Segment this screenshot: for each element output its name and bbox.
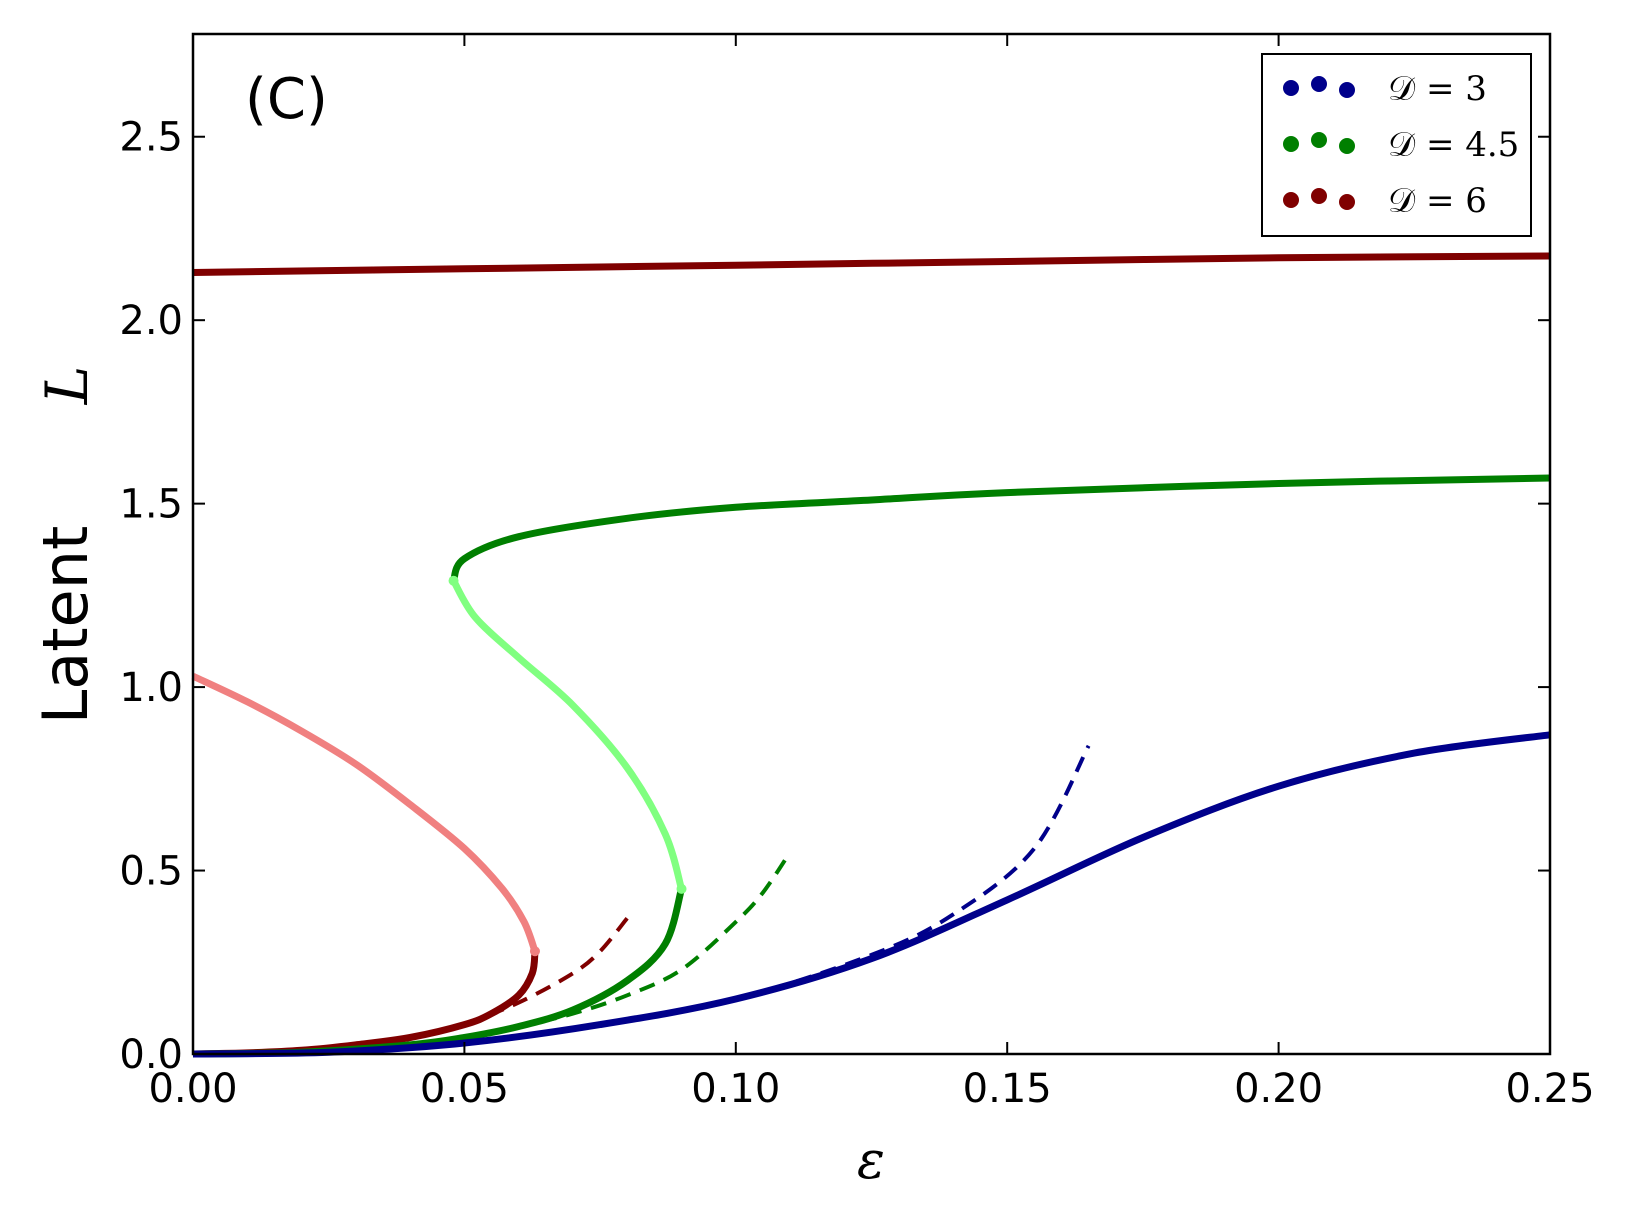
legend-entry-2: 𝒟 = 4.5 bbox=[1283, 125, 1519, 165]
x-axis-ticks: 0.00 0.05 0.10 0.15 0.20 0.25 bbox=[148, 34, 1595, 1112]
y-tick-label: 2.5 bbox=[119, 115, 183, 161]
series-layer bbox=[191, 252, 1551, 1058]
legend-label: 𝒟 = 4.5 bbox=[1388, 125, 1519, 165]
legend-marker bbox=[1339, 82, 1355, 98]
y-tick-label: 2.0 bbox=[119, 298, 183, 344]
legend-marker bbox=[1283, 80, 1299, 96]
y-axis-label-symbol: L bbox=[33, 366, 101, 406]
legend-marker bbox=[1283, 192, 1299, 208]
legend-box bbox=[1261, 53, 1532, 237]
x-tick-label: 0.25 bbox=[1505, 1066, 1594, 1112]
y-tick-label: 1.0 bbox=[119, 665, 183, 711]
fold-point-d-6-unstable-1 bbox=[529, 946, 540, 957]
x-tick-label: 0.05 bbox=[420, 1066, 509, 1112]
legend-marker bbox=[1339, 194, 1355, 210]
y-axis-label-text: Latent bbox=[29, 526, 102, 725]
legend-marker bbox=[1283, 136, 1299, 152]
legend-marker bbox=[1311, 76, 1327, 92]
legend-label: 𝒟 = 3 bbox=[1388, 69, 1487, 109]
y-tick-label: 1.5 bbox=[119, 482, 183, 528]
legend-marker bbox=[1311, 132, 1327, 148]
legend: 𝒟 = 3 𝒟 = 4.5 𝒟 = 6 bbox=[1261, 53, 1532, 237]
series-d-6-unstable bbox=[191, 672, 539, 953]
bifurcation-points bbox=[448, 575, 687, 957]
legend-marker bbox=[1339, 138, 1355, 154]
y-axis-ticks: 0.0 0.5 1.0 1.5 2.0 2.5 bbox=[119, 115, 1550, 1078]
series-d-3-stable bbox=[192, 731, 1551, 1058]
x-tick-label: 0.20 bbox=[1234, 1066, 1323, 1112]
x-tick-label: 0.15 bbox=[963, 1066, 1052, 1112]
x-tick-label: 0.00 bbox=[148, 1066, 237, 1112]
series-d-3-approx bbox=[464, 744, 1091, 1045]
x-axis-label: ε bbox=[857, 1131, 885, 1191]
series-d-6-approx bbox=[463, 916, 629, 1027]
y-tick-label: 0.0 bbox=[119, 1032, 183, 1078]
legend-entry-1: 𝒟 = 3 bbox=[1283, 69, 1487, 109]
fold-point-d-4-5-unstable-0 bbox=[448, 575, 459, 586]
legend-marker bbox=[1311, 188, 1327, 204]
fold-point-d-4-5-unstable-1 bbox=[676, 883, 687, 894]
series-d-4-5-approx bbox=[464, 851, 792, 1040]
plot-area-frame bbox=[191, 32, 1552, 1056]
series-d-4-5-unstable bbox=[450, 578, 685, 890]
series-d-4-5-upper-stable bbox=[450, 474, 1551, 583]
legend-entry-3: 𝒟 = 6 bbox=[1283, 181, 1487, 221]
series-d-6-upper-stable bbox=[192, 252, 1551, 276]
legend-label: 𝒟 = 6 bbox=[1388, 181, 1487, 221]
x-tick-label: 0.10 bbox=[691, 1066, 780, 1112]
y-tick-label: 0.5 bbox=[119, 849, 183, 895]
panel-label: (C) bbox=[245, 67, 328, 132]
